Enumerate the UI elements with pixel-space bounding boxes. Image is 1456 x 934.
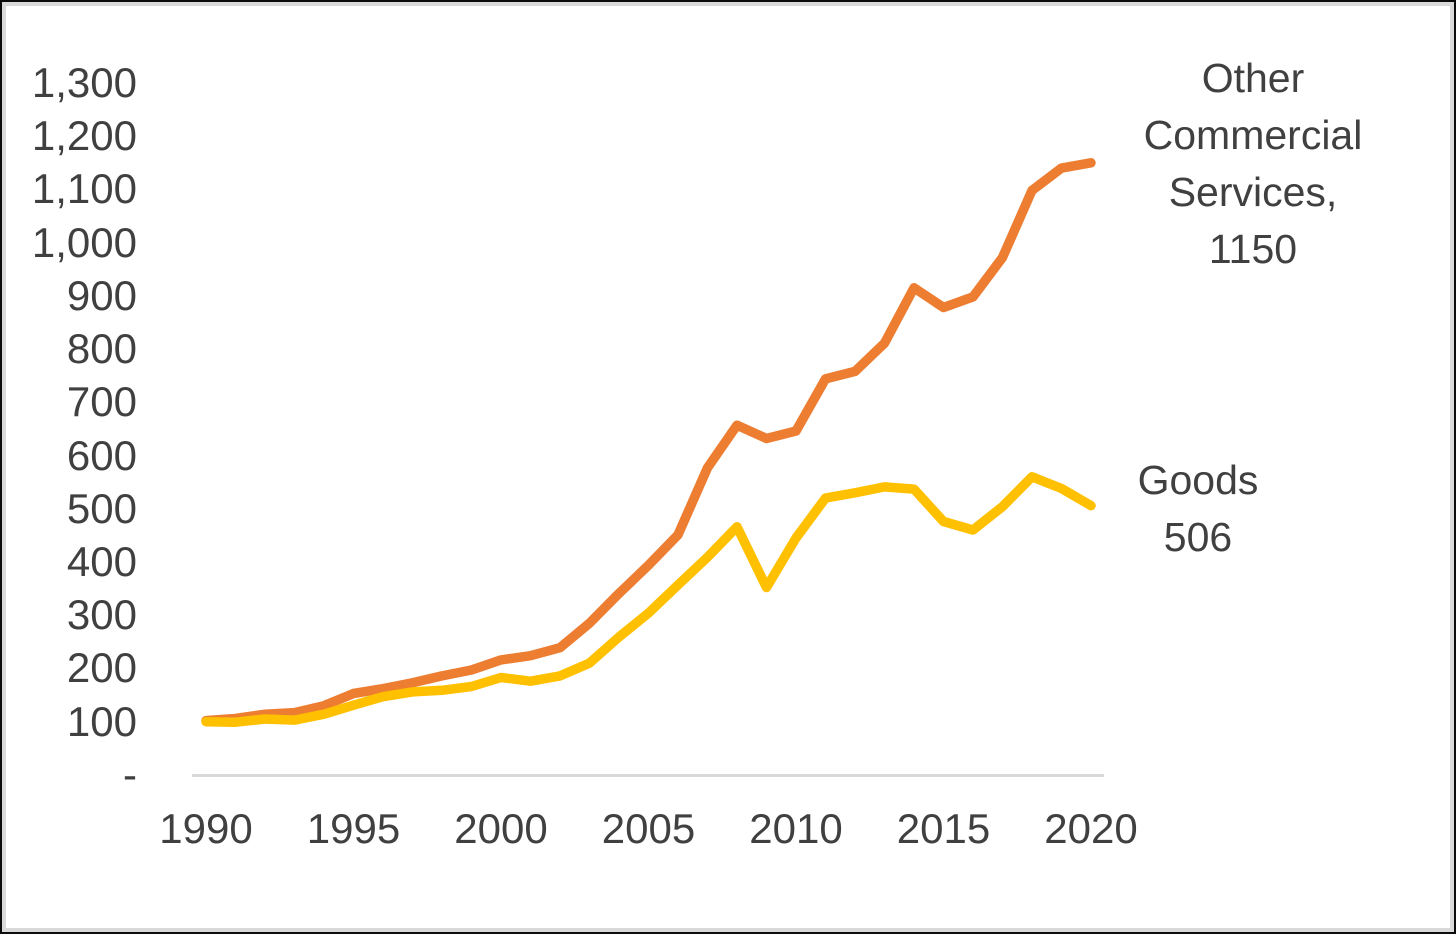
y-tick-label: 1,200: [31, 112, 137, 160]
series-end-label-other-commercial-services: Other Commercial Services, 1150: [1128, 50, 1378, 278]
y-tick-label: 200: [66, 644, 137, 692]
y-tick-label: 1,100: [31, 165, 137, 213]
series-end-label-line: Other: [1201, 55, 1305, 101]
series-end-label-line: Commercial: [1143, 112, 1363, 158]
y-tick-label: 1,300: [31, 58, 137, 106]
x-tick-label: 2005: [601, 805, 696, 852]
x-tick-label: 2015: [896, 805, 991, 852]
y-tick-label: -: [123, 750, 137, 798]
series-end-label-line: 1150: [1208, 226, 1298, 272]
y-tick-label: 800: [66, 325, 137, 373]
x-tick-label: 1995: [306, 805, 401, 852]
x-tick-label: 2010: [749, 805, 843, 852]
series-line-other-commercial-services: [201, 158, 1096, 726]
series-end-label-line: Goods: [1137, 457, 1259, 503]
y-tick-label: 1,000: [31, 218, 137, 266]
y-tick-label: 600: [66, 431, 137, 479]
y-tick-label: 100: [66, 697, 137, 745]
y-tick-label: 400: [66, 538, 137, 585]
y-tick-label: 700: [66, 378, 137, 426]
y-tick-label: 900: [66, 271, 137, 319]
y-tick-label: 500: [66, 484, 137, 532]
x-tick-label: 2020: [1044, 805, 1138, 852]
series-end-label-line: 506: [1163, 514, 1233, 560]
series-line-goods: [201, 472, 1096, 727]
x-tick-label: 2000: [454, 805, 548, 852]
x-tick-label: 1990: [159, 805, 253, 852]
series-end-label-line: Services,: [1168, 169, 1338, 215]
y-tick-label: 300: [66, 591, 137, 639]
series-end-label-goods: Goods 506: [1108, 452, 1288, 566]
